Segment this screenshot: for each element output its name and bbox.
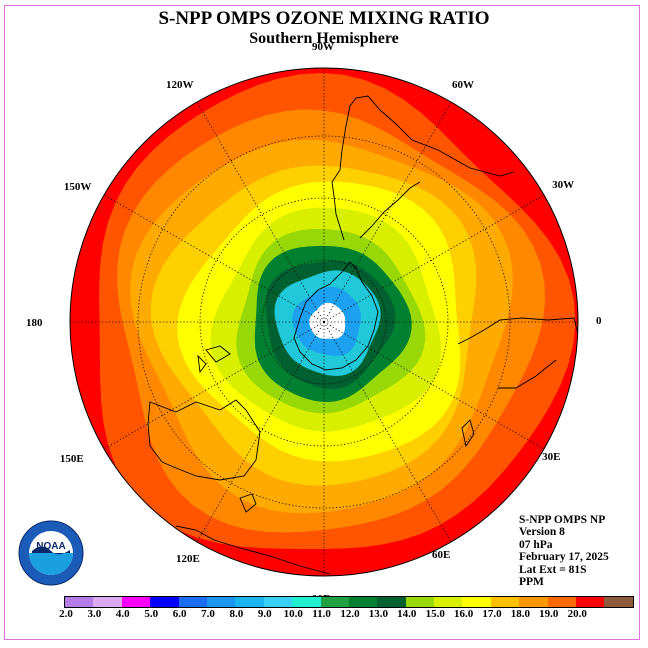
colorbar-tick-label: 19.0 — [539, 608, 559, 620]
longitude-label: 30E — [542, 451, 560, 463]
latitude-circle — [199, 197, 449, 447]
colorbar-swatch — [547, 597, 577, 607]
lat-extent-label: Lat Ext = 81S — [519, 563, 587, 576]
new-zealand-coastline — [205, 345, 231, 363]
map-title: S-NPP OMPS OZONE MIXING RATIO — [158, 8, 490, 29]
colorbar-tick-label: 6.0 — [172, 608, 187, 620]
tasmania-coastline — [239, 493, 257, 513]
colorbar-tick-label: 5.0 — [144, 608, 159, 620]
colorbar-swatch — [490, 597, 520, 607]
instrument-label: S-NPP OMPS NP — [519, 514, 606, 526]
longitude-label: 60W — [452, 79, 474, 91]
colorbar-tick-label: 16.0 — [453, 608, 474, 620]
coastlines — [147, 95, 578, 575]
colorbar-tick-label: 14.0 — [397, 608, 417, 620]
colorbar-swatch — [519, 597, 548, 607]
colorbar-tick-label: 17.0 — [482, 608, 502, 620]
colorbar — [64, 596, 634, 608]
longitude-label: 60E — [432, 549, 450, 561]
meridian-line — [196, 321, 325, 543]
meridian-line — [323, 321, 545, 450]
product-info: S-NPP OMPS NP Version 8 07 hPa February … — [519, 514, 609, 588]
longitude-label: 150W — [64, 181, 92, 193]
longitude-label: 0 — [596, 315, 602, 327]
colorbar-labels: 2.0 3.0 4.0 5.0 6.0 7.0 8.0 9.0 10.0 11.0 12.0 13.0… — [0, 608, 648, 622]
colorbar-tick-label: 20.0 — [567, 608, 587, 620]
image-frame — [4, 5, 640, 640]
colorbar-tick-label: 13.0 — [368, 608, 389, 620]
units-label: PPM — [519, 576, 544, 589]
meridian-line — [196, 101, 325, 323]
colorbar-tick-label: 11.0 — [312, 608, 331, 620]
colorbar-swatch — [434, 597, 463, 607]
africa-coastline — [457, 317, 578, 345]
madagascar-coastline — [461, 419, 475, 448]
meridian-line — [103, 194, 325, 323]
south-america-east-coastline — [359, 181, 421, 239]
colorbar-tick-label: 15.0 — [425, 608, 445, 620]
longitude-label: 120E — [176, 553, 200, 565]
colorbar-swatch — [576, 597, 605, 607]
colorbar-tick-label: 3.0 — [87, 608, 102, 620]
colorbar-swatch — [405, 597, 435, 607]
colorbar-swatch — [348, 597, 378, 607]
latitude-circle — [137, 135, 511, 509]
meridian-line — [103, 321, 325, 450]
south-america-coastline — [331, 95, 515, 241]
colorbar-tick-label: 8.0 — [229, 608, 244, 620]
colorbar-swatch — [206, 597, 236, 607]
meridian-line — [323, 194, 545, 323]
new-zealand-north-coastline — [197, 354, 207, 374]
noaa-logo: NOAA — [18, 520, 84, 586]
date-label: February 17, 2025 — [519, 551, 609, 564]
noaa-logo-text: NOAA — [36, 541, 65, 552]
graticule — [70, 68, 578, 576]
indonesia-coastline — [175, 525, 331, 575]
colorbar-tick-label: 4.0 — [115, 608, 130, 620]
colorbar-swatch — [263, 597, 293, 607]
ozone-band — [309, 302, 346, 339]
longitude-label: 180 — [26, 317, 43, 329]
colorbar-tick-label: 10.0 — [283, 608, 303, 620]
colorbar-tick-label: 12.0 — [340, 608, 360, 620]
colorbar-tick-label: 2.0 — [59, 608, 73, 620]
colorbar-tick-label: 7.0 — [201, 608, 215, 620]
colorbar-swatch — [65, 597, 94, 607]
colorbar-swatch — [604, 597, 633, 607]
map-subtitle: Southern Hemisphere — [249, 30, 399, 47]
colorbar-swatch — [178, 597, 207, 607]
colorbar-swatch — [235, 597, 264, 607]
colorbar-swatch — [292, 597, 321, 607]
ozone-contour-bands — [70, 68, 578, 576]
colorbar-swatch — [377, 597, 406, 607]
colorbar-swatch — [320, 597, 349, 607]
colorbar-swatch — [121, 597, 151, 607]
longitude-labels: 90W60W30W030E60E90E120E150E180150W120W — [26, 41, 602, 605]
colorbar-tick-label: 9.0 — [257, 608, 272, 620]
colorbar-swatch — [150, 597, 179, 607]
australia-coastline — [147, 399, 261, 481]
version-label: Version 8 — [519, 526, 565, 539]
meridian-line — [323, 101, 452, 323]
pressure-level-label: 07 hPa — [519, 538, 553, 551]
longitude-label: 30W — [552, 179, 574, 191]
antarctica-coastline — [293, 261, 379, 371]
meridian-line — [323, 321, 452, 543]
longitude-label: 90W — [312, 41, 334, 53]
colorbar-swatch — [93, 597, 122, 607]
africa-south-coastline — [498, 359, 557, 389]
longitude-label: 150E — [60, 453, 84, 465]
colorbar-tick-label: 18.0 — [510, 608, 531, 620]
colorbar-swatch — [462, 597, 491, 607]
map-boundary — [69, 67, 579, 577]
longitude-label: 120W — [166, 79, 194, 91]
